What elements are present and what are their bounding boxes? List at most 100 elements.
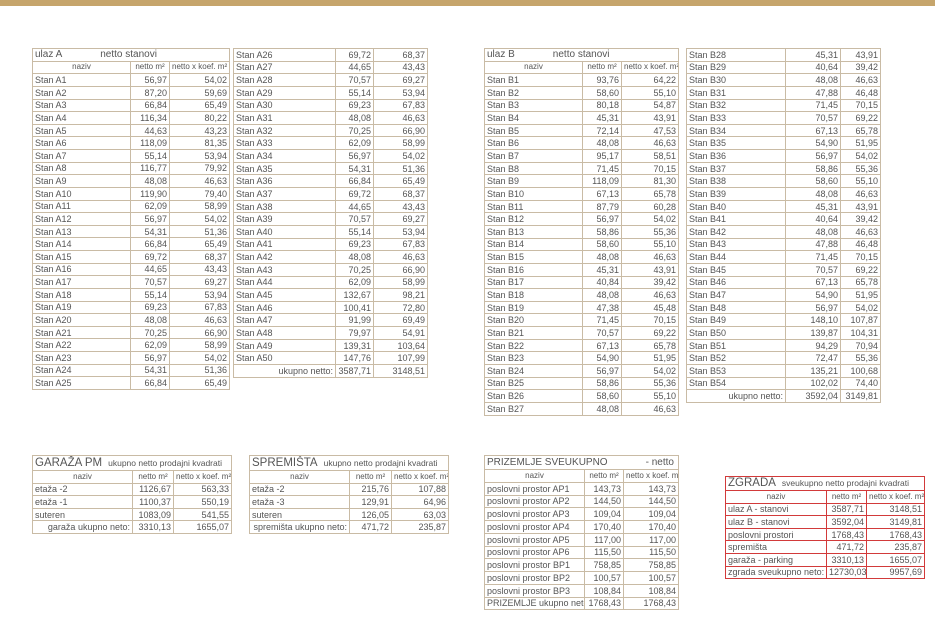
value-cell: 132,67 [335,288,374,302]
value-cell: 143,73 [584,481,624,496]
table-row: Stan B53 135,21 100,68 [686,364,881,378]
value-cell: 81,30 [620,174,680,189]
data-table: ulaz B netto stanovi naziv netto m² netto x … [483,48,680,416]
value-cell: 93,76 [582,73,622,87]
value-cell: 115,50 [584,545,624,560]
value-cell: 69,22 [840,262,881,277]
table-row: spremišta ukupno neto: 471,72 235,87 [249,520,449,534]
table-row: Stan B40 45,31 43,91 [686,199,881,214]
value-cell: 71,45 [785,98,841,113]
value-cell: 70,25 [335,123,374,138]
value-cell: 79,97 [335,326,374,340]
value-cell: 55,10 [620,85,680,100]
value-cell: 80,22 [168,111,231,125]
value-cell: 108,84 [623,583,679,598]
name-cell: Stan B43 [686,237,786,252]
column-header: netto m² [130,60,170,75]
value-cell: 55,10 [620,237,680,252]
name-cell: poslovni prostor AP5 [484,532,585,547]
table-title: GARAŽA PM [35,456,103,469]
name-cell: suteren [32,507,133,522]
value-cell: 71,45 [582,313,622,328]
name-cell: Stan A46 [233,300,336,315]
value-cell: 69,22 [620,326,680,340]
value-cell: 71,45 [785,250,841,264]
value-cell: 70,57 [130,275,170,289]
value-cell: 3149,81 [866,515,925,529]
value-cell: 59,69 [168,85,231,100]
total-label: garaža ukupno neto: [32,520,133,534]
column-header: netto x koef. m² [623,469,679,483]
value-cell: 65,78 [840,275,881,290]
name-cell: Stan A13 [32,224,131,239]
value-cell: 46,63 [168,313,231,327]
name-cell: Stan B15 [484,250,583,264]
value-cell: 54,02 [168,351,231,365]
table-row: Stan B44 71,45 70,15 [686,250,881,264]
table-row: etaža -2 1126,67 563,33 [32,482,232,497]
value-cell: 108,84 [584,583,624,598]
value-cell: 87,79 [582,199,622,214]
value-cell: 43,43 [168,262,231,277]
table-row: Stan A43 70,25 66,90 [233,262,428,277]
name-cell: Stan B24 [484,364,583,378]
name-cell: poslovni prostori [725,527,827,542]
value-cell: 56,97 [335,149,374,163]
value-cell: 64,22 [620,73,680,87]
value-cell: 117,00 [623,532,679,547]
value-cell: 54,90 [785,136,841,151]
table-row: Stan B36 56,97 54,02 [686,149,881,163]
value-cell: 70,15 [620,161,680,176]
table-row: Stan B11 87,79 60,28 [484,199,680,214]
table-row: Stan B21 70,57 69,22 [484,326,680,340]
total-label: spremišta ukupno neto: [249,520,350,534]
column-header: netto x koef. m² [173,470,232,484]
table-row: Stan B35 54,90 51,95 [686,136,881,151]
value-cell: 87,20 [130,85,170,100]
column-header: naziv [725,490,827,504]
value-cell: 81,35 [168,136,231,150]
value-cell: 65,78 [840,123,881,138]
total-value: 1655,07 [173,520,232,534]
name-cell: Stan A14 [32,237,131,251]
table-row: Stan A47 91,99 69,49 [233,313,428,328]
name-cell: Stan A18 [32,287,131,302]
table-row: etaža -1 1100,37 550,19 [32,495,232,509]
name-cell: Stan A28 [233,73,336,87]
table-row: Stan A39 70,57 69,27 [233,212,428,226]
table-row: Stan B25 58,86 55,36 [484,376,680,391]
table-row: Stan B1 93,76 64,22 [484,73,680,87]
table-subtitle: - netto [645,456,674,468]
value-cell: 46,63 [620,250,680,264]
table-row: poslovni prostor AP2 144,50 144,50 [484,494,679,509]
table-row: zgrada sveukupno neto: 12730,03 9957,69 [725,565,925,580]
value-cell: 63,03 [391,507,449,522]
table-row: PRIZEMLJE SVEUKUPNO - netto [484,455,679,470]
table-row: Stan A8 116,77 79,92 [32,161,231,176]
title-cell: ulaz A netto stanovi [31,48,231,62]
table-row: Stan A30 69,23 67,83 [233,98,428,113]
table-row: Stan B31 47,88 46,48 [686,85,881,100]
value-cell: 69,72 [335,187,374,201]
name-cell: Stan A12 [32,212,131,226]
value-cell: 94,29 [785,338,841,353]
value-cell: 46,63 [840,187,881,201]
value-cell: 65,49 [168,98,231,113]
column-header: netto m² [582,60,622,75]
table-row: ulaz B netto stanovi [483,48,680,62]
name-cell: Stan A4 [32,111,131,125]
table-row: poslovni prostori 1768,43 1768,43 [725,527,925,542]
value-cell: 48,08 [582,401,622,416]
value-cell: 45,31 [582,262,622,277]
table-row: poslovni prostor BP2 100,57 100,57 [484,571,679,585]
name-cell: zgrada sveukupno neto: [725,565,827,580]
value-cell: 65,49 [373,174,428,189]
name-cell: Stan A15 [32,250,131,264]
value-cell: 70,25 [335,262,374,277]
value-cell: 46,63 [840,73,881,87]
value-cell: 55,36 [840,161,881,176]
value-cell: 58,99 [168,338,231,352]
value-cell: 55,14 [335,85,374,100]
column-header: netto x koef. m² [391,470,449,484]
value-cell: 102,02 [785,376,841,391]
